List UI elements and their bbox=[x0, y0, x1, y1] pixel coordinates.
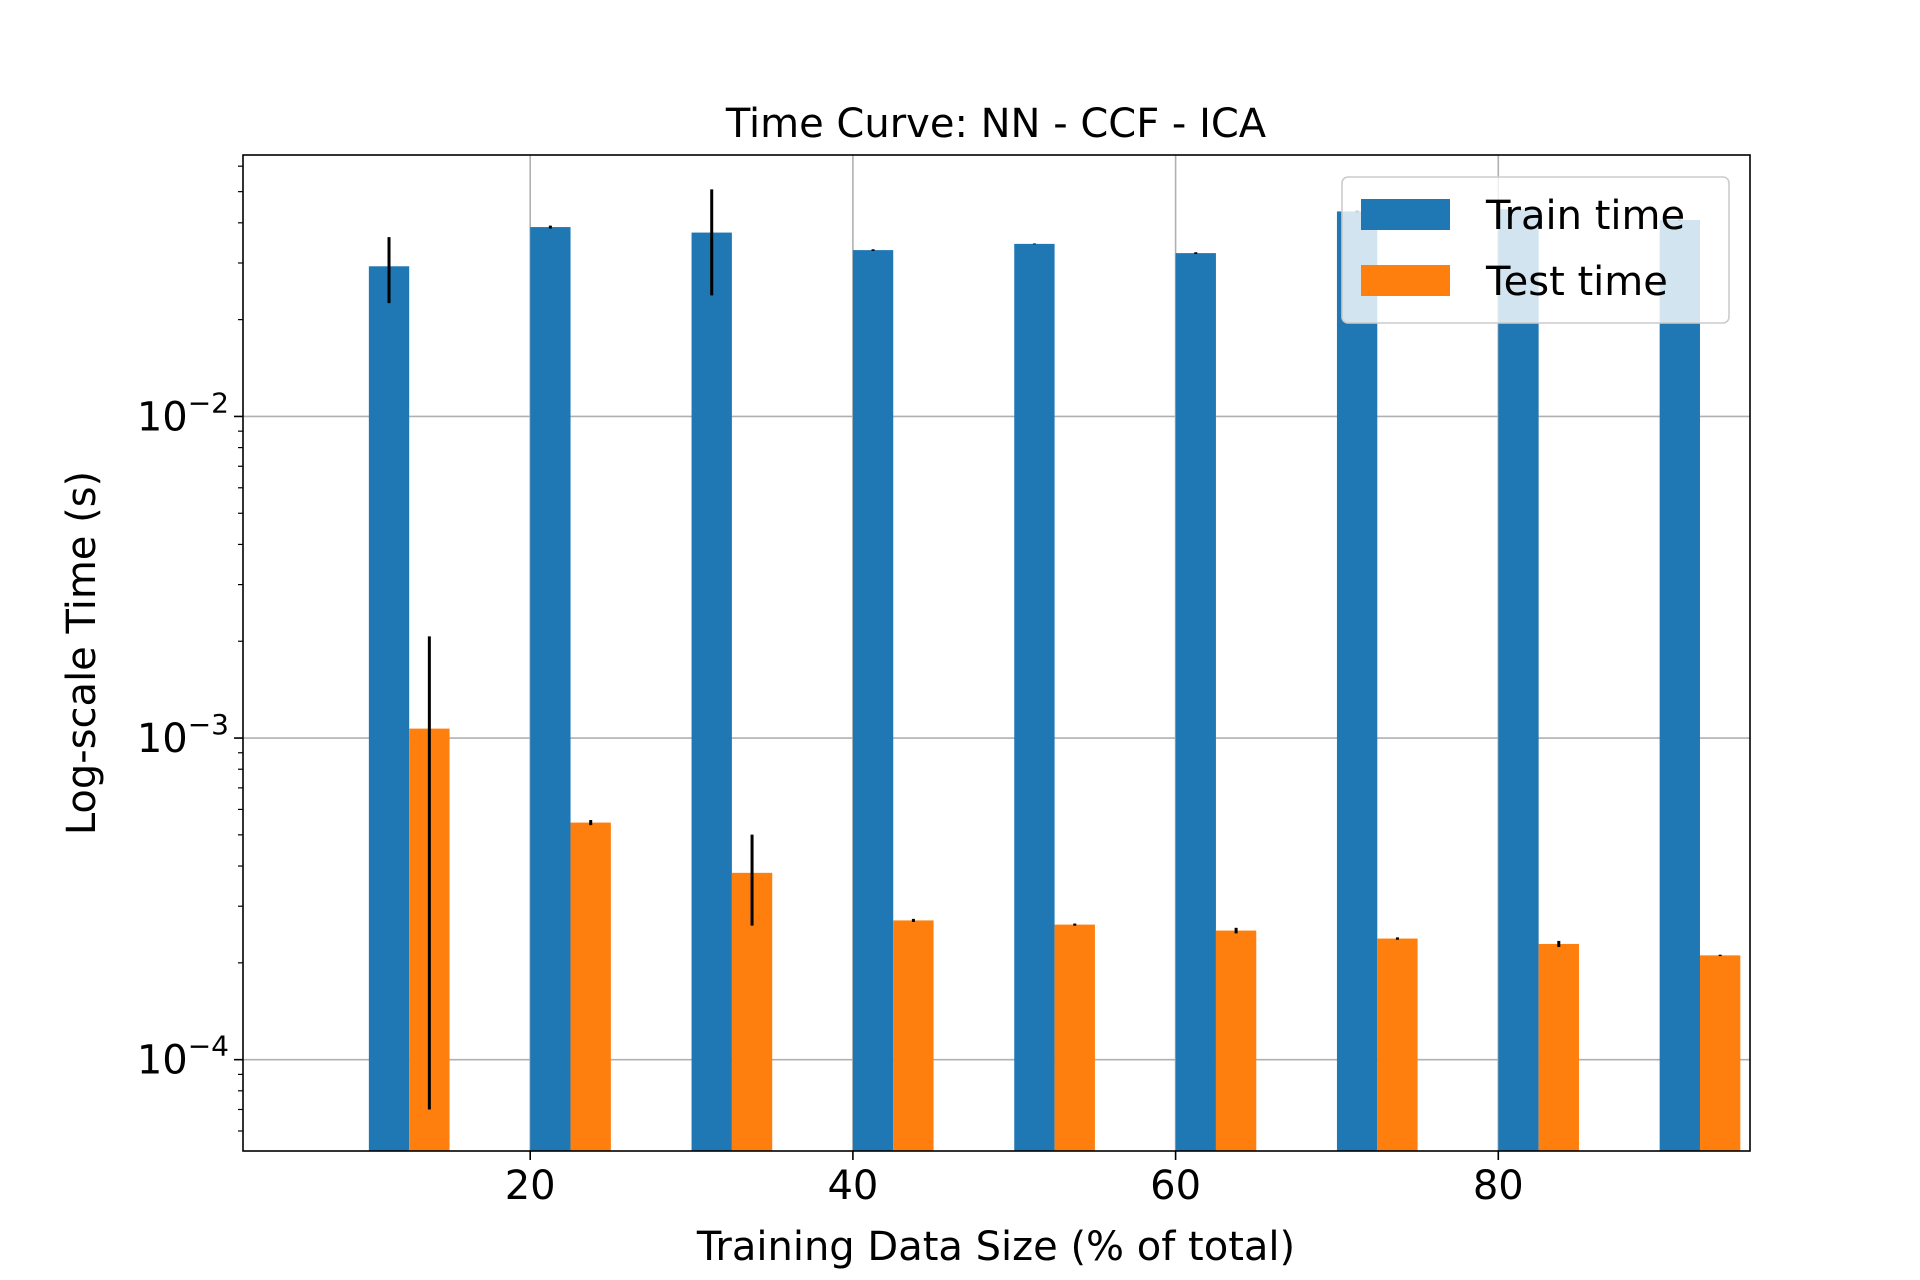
bar-train-time bbox=[1336, 211, 1378, 1151]
y-axis-label: Log-scale Time (s) bbox=[59, 471, 105, 835]
x-tick-label: 60 bbox=[1150, 1163, 1201, 1209]
x-tick-label: 40 bbox=[827, 1163, 878, 1209]
bar-test-time bbox=[1699, 955, 1741, 1151]
bar-train-time bbox=[1659, 220, 1700, 1152]
bar-train-time bbox=[1498, 209, 1539, 1151]
bar-train-time bbox=[1014, 243, 1055, 1151]
legend-label-test-time: Test time bbox=[1485, 259, 1668, 305]
chart-title: Time Curve: NN - CCF - ICA bbox=[725, 101, 1267, 147]
plot-frame bbox=[242, 154, 1751, 1152]
bar-test-time bbox=[1215, 930, 1257, 1151]
legend-swatch-train-time bbox=[1361, 199, 1450, 230]
bar-test-time bbox=[1054, 924, 1095, 1151]
x-tick-label: 80 bbox=[1473, 1163, 1524, 1209]
bar-train-time bbox=[1175, 253, 1216, 1152]
bar-test-time bbox=[570, 822, 611, 1151]
bar-test-time bbox=[1377, 938, 1418, 1151]
bar-train-time bbox=[852, 250, 894, 1151]
legend-label-train-time: Train time bbox=[1485, 193, 1685, 239]
x-axis-label: Training Data Size (% of total) bbox=[696, 1224, 1295, 1270]
bar-train-time bbox=[691, 232, 732, 1152]
y-tick-label: 10−3 bbox=[137, 708, 229, 762]
bar-train-time bbox=[368, 266, 410, 1151]
legend-swatch-test-time bbox=[1361, 265, 1450, 296]
bar-test-time bbox=[1538, 943, 1579, 1151]
x-tick-label: 20 bbox=[505, 1163, 556, 1209]
bar-train-time bbox=[530, 227, 571, 1152]
bar-test-time bbox=[893, 920, 934, 1151]
legend: Train time Test time bbox=[1341, 176, 1730, 324]
